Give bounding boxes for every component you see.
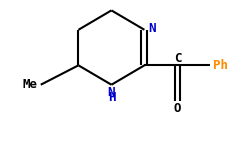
Text: N: N <box>108 86 115 99</box>
Text: C: C <box>174 52 181 65</box>
Text: H: H <box>108 91 115 104</box>
Text: N: N <box>148 22 156 36</box>
Text: Me: Me <box>23 78 38 91</box>
Text: O: O <box>174 102 181 115</box>
Text: Ph: Ph <box>213 59 228 72</box>
